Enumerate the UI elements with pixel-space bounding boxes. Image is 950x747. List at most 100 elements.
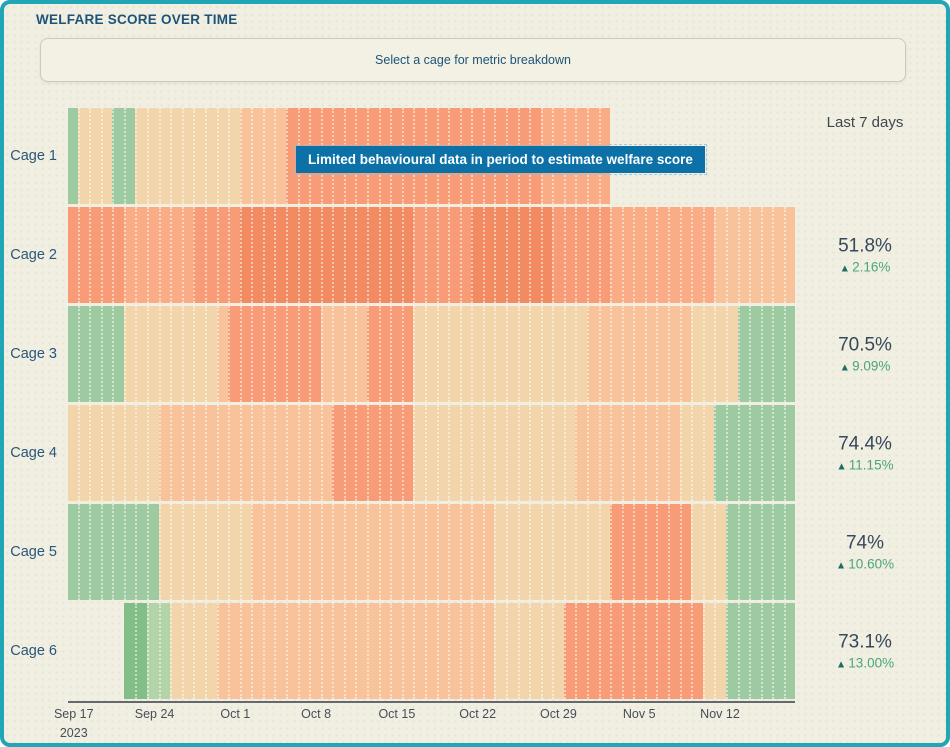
heatmap-cell[interactable] bbox=[216, 108, 229, 204]
heatmap-cell[interactable] bbox=[401, 405, 414, 501]
heatmap-cell[interactable] bbox=[68, 504, 78, 600]
heatmap-cell[interactable] bbox=[228, 405, 240, 501]
heatmap-cell[interactable] bbox=[436, 504, 449, 600]
heatmap-cell[interactable] bbox=[170, 603, 182, 699]
heatmap-cell[interactable] bbox=[725, 603, 738, 699]
heatmap-cell[interactable] bbox=[424, 207, 437, 303]
heatmap-cell[interactable] bbox=[587, 405, 599, 501]
heatmap-cell[interactable] bbox=[702, 504, 715, 600]
heatmap-cell[interactable] bbox=[725, 405, 738, 501]
heatmap-cell[interactable] bbox=[783, 207, 796, 303]
heatmap-cell[interactable] bbox=[100, 405, 113, 501]
heatmap-cell[interactable] bbox=[668, 306, 680, 402]
heatmap-cell[interactable] bbox=[390, 603, 402, 699]
heatmap-cell[interactable] bbox=[332, 207, 344, 303]
heatmap-cell[interactable] bbox=[123, 207, 136, 303]
heatmap-cell[interactable] bbox=[193, 306, 205, 402]
cage-row-5[interactable]: Cage 5 74% ▲ 10.60% bbox=[4, 504, 946, 600]
heatmap-cell[interactable] bbox=[668, 603, 680, 699]
heatmap-cell[interactable] bbox=[309, 603, 321, 699]
heatmap-cell[interactable] bbox=[587, 603, 599, 699]
heatmap-cell[interactable] bbox=[621, 207, 634, 303]
heatmap-cell[interactable] bbox=[204, 603, 217, 699]
heatmap-cell[interactable] bbox=[494, 306, 506, 402]
heatmap-cell[interactable] bbox=[598, 207, 611, 303]
heatmap-cell[interactable] bbox=[158, 108, 171, 204]
heatmap-cell[interactable] bbox=[691, 504, 703, 600]
heatmap-cell[interactable] bbox=[529, 405, 541, 501]
heatmap-cell[interactable] bbox=[123, 108, 136, 204]
heatmap-cell[interactable] bbox=[401, 504, 414, 600]
heatmap-cell[interactable] bbox=[621, 603, 634, 699]
heatmap-cell[interactable] bbox=[147, 603, 159, 699]
heatmap-cell[interactable] bbox=[181, 405, 194, 501]
heatmap-cell[interactable] bbox=[216, 603, 229, 699]
heatmap-cell[interactable] bbox=[77, 108, 90, 204]
heatmap-cell[interactable] bbox=[772, 504, 784, 600]
heatmap-cell[interactable] bbox=[621, 306, 634, 402]
heatmap-cell[interactable] bbox=[749, 603, 761, 699]
heatmap-cell[interactable] bbox=[563, 504, 576, 600]
heatmap-cell[interactable] bbox=[644, 603, 657, 699]
heatmap-cell[interactable] bbox=[228, 108, 240, 204]
heatmap-cell[interactable] bbox=[204, 108, 217, 204]
heatmap-cell[interactable] bbox=[367, 405, 379, 501]
heatmap-cell[interactable] bbox=[204, 405, 217, 501]
cage-breakdown-selector[interactable]: Select a cage for metric breakdown bbox=[40, 38, 906, 82]
heatmap-cell[interactable] bbox=[135, 207, 148, 303]
heatmap-cell[interactable] bbox=[112, 207, 124, 303]
heatmap-cell[interactable] bbox=[343, 603, 356, 699]
heatmap-cell[interactable] bbox=[262, 108, 275, 204]
heatmap-cell[interactable] bbox=[332, 603, 344, 699]
heatmap-cell[interactable] bbox=[656, 306, 669, 402]
heatmap-cell[interactable] bbox=[691, 207, 703, 303]
heatmap-cell[interactable] bbox=[540, 405, 553, 501]
heatmap-cell[interactable] bbox=[309, 504, 321, 600]
heatmap-cell[interactable] bbox=[714, 306, 726, 402]
heatmap-cell[interactable] bbox=[147, 504, 159, 600]
heatmap-cell[interactable] bbox=[297, 405, 310, 501]
heatmap-cell[interactable] bbox=[471, 603, 483, 699]
heatmap-cell[interactable] bbox=[228, 504, 240, 600]
heatmap-cell[interactable] bbox=[135, 405, 148, 501]
heatmap-cell[interactable] bbox=[147, 405, 159, 501]
heatmap-cell[interactable] bbox=[737, 405, 750, 501]
heatmap-cell[interactable] bbox=[216, 504, 229, 600]
cage-row-3[interactable]: Cage 3 70.5% ▲ 9.09% bbox=[4, 306, 946, 402]
heatmap-cell[interactable] bbox=[552, 504, 564, 600]
heatmap-cell[interactable] bbox=[505, 504, 518, 600]
heatmap-cell[interactable] bbox=[274, 405, 286, 501]
heatmap-cell[interactable] bbox=[575, 306, 588, 402]
heatmap-cell[interactable] bbox=[459, 207, 472, 303]
heatmap-cell[interactable] bbox=[737, 504, 750, 600]
heatmap-cell[interactable] bbox=[285, 108, 298, 204]
heatmap-cell[interactable] bbox=[772, 603, 784, 699]
heatmap-cell[interactable] bbox=[563, 306, 576, 402]
heatmap-cell[interactable] bbox=[413, 504, 425, 600]
heatmap-cell[interactable] bbox=[378, 603, 391, 699]
heatmap-cell[interactable] bbox=[482, 207, 495, 303]
heatmap-cell[interactable] bbox=[749, 207, 761, 303]
heatmap-cell[interactable] bbox=[610, 405, 622, 501]
heatmap-cell[interactable] bbox=[679, 504, 692, 600]
heatmap-cell[interactable] bbox=[760, 504, 773, 600]
heatmap-cell[interactable] bbox=[644, 504, 657, 600]
heatmap-cell[interactable] bbox=[517, 207, 530, 303]
heatmap-cell[interactable] bbox=[274, 504, 286, 600]
heatmap-cell[interactable] bbox=[482, 603, 495, 699]
heatmap-cell[interactable] bbox=[390, 405, 402, 501]
heatmap-cell[interactable] bbox=[644, 207, 657, 303]
heatmap-cell[interactable] bbox=[401, 603, 414, 699]
heatmap-cell[interactable] bbox=[401, 207, 414, 303]
heatmap-cell[interactable] bbox=[737, 603, 750, 699]
heatmap-cell[interactable] bbox=[459, 603, 472, 699]
heatmap-cell[interactable] bbox=[691, 405, 703, 501]
heatmap-cell[interactable] bbox=[575, 207, 588, 303]
heatmap-cell[interactable] bbox=[100, 207, 113, 303]
heatmap-cell[interactable] bbox=[714, 207, 726, 303]
heatmap-cell[interactable] bbox=[297, 504, 310, 600]
heatmap-cell[interactable] bbox=[135, 603, 148, 699]
heatmap-cell[interactable] bbox=[471, 504, 483, 600]
heatmap-cell[interactable] bbox=[343, 207, 356, 303]
heatmap-cell[interactable] bbox=[181, 603, 194, 699]
